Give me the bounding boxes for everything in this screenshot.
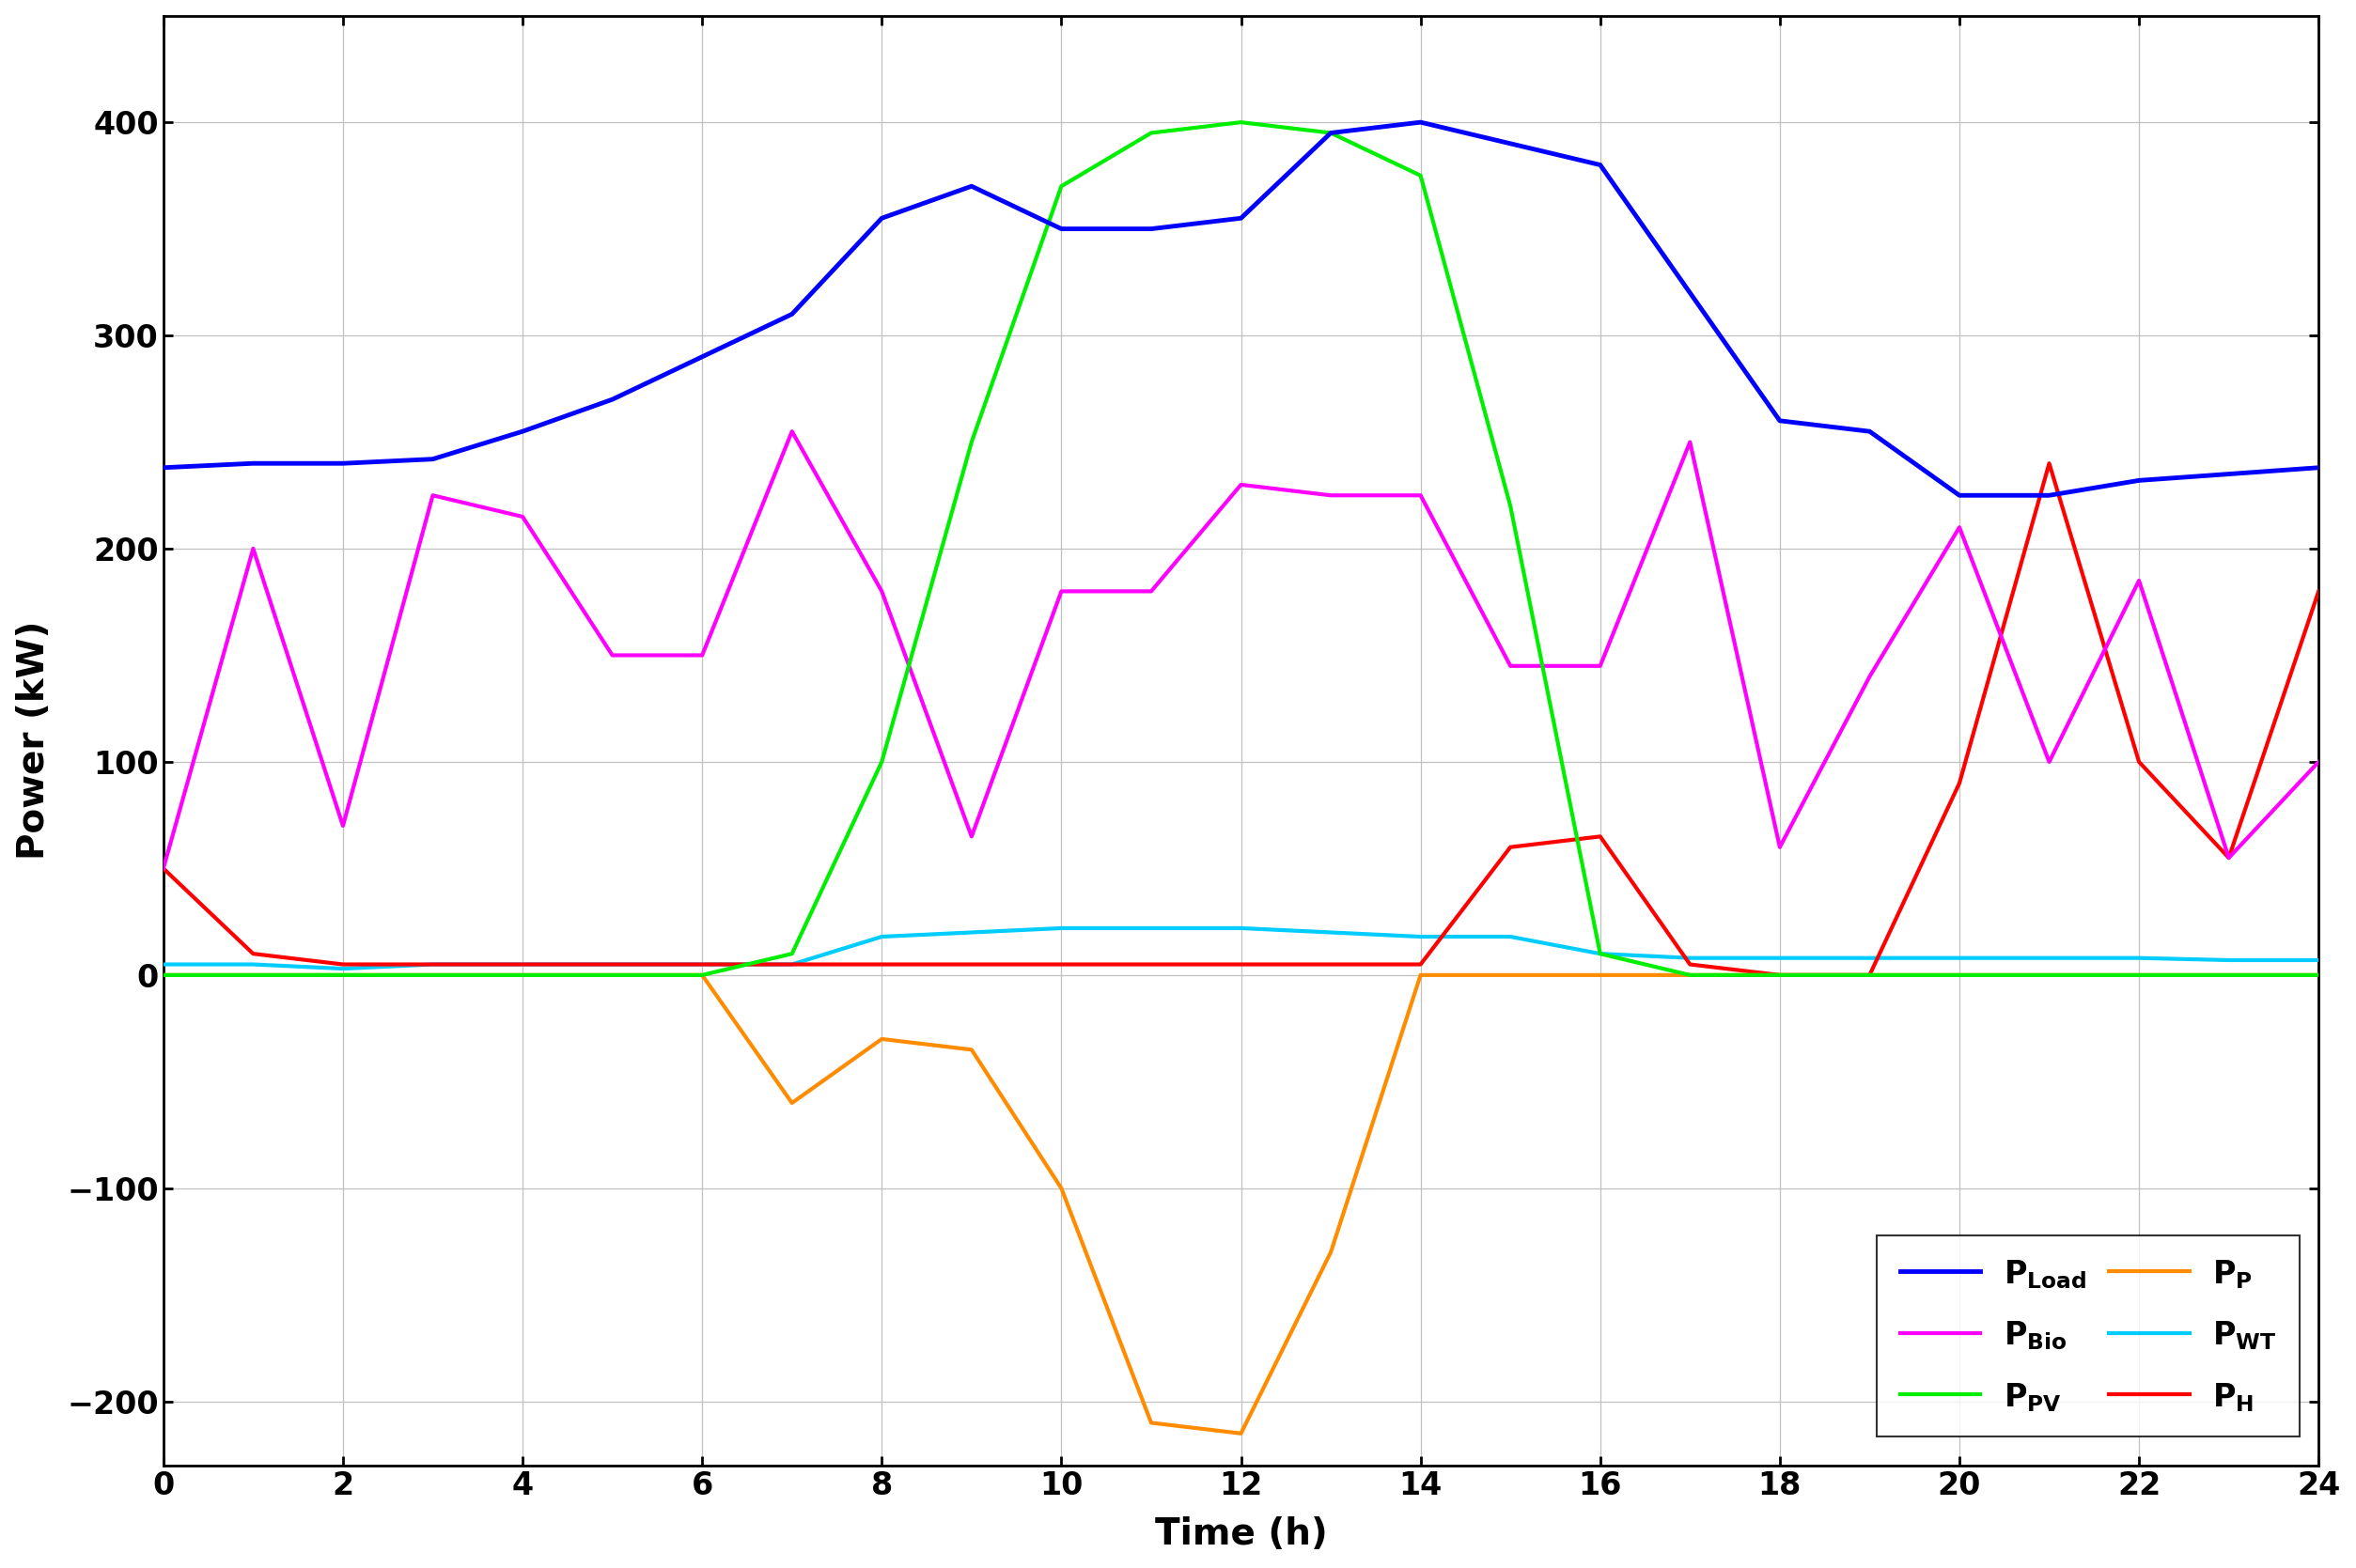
X-axis label: Time (h): Time (h) (1154, 1516, 1326, 1552)
Legend: $\mathbf{P}$$_{\mathbf{Load}}$, $\mathbf{P}$$_{\mathbf{Bio}}$, $\mathbf{P}$$_{\m: $\mathbf{P}$$_{\mathbf{Load}}$, $\mathbf… (1878, 1236, 2299, 1436)
Y-axis label: Power (kW): Power (kW) (16, 621, 52, 859)
